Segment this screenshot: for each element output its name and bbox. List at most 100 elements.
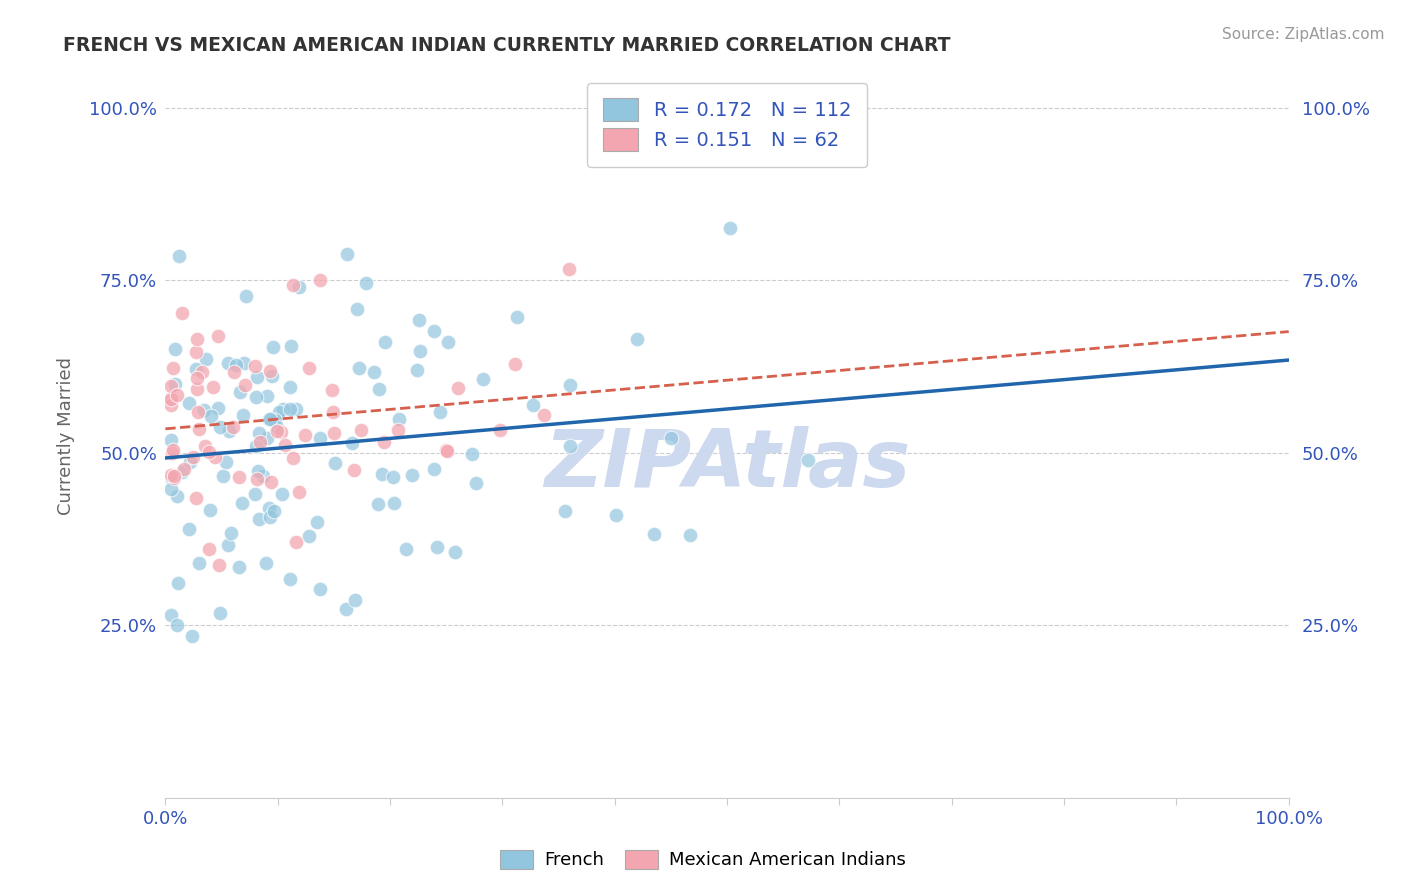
Point bbox=[245, 390, 267, 404]
Point bbox=[373, 434, 395, 449]
Point bbox=[288, 280, 311, 294]
Point bbox=[368, 382, 391, 396]
Point bbox=[505, 310, 527, 324]
Point bbox=[222, 420, 245, 434]
Point bbox=[322, 405, 344, 419]
Point bbox=[266, 420, 288, 434]
Point bbox=[191, 365, 214, 379]
Point bbox=[232, 409, 254, 423]
Point bbox=[256, 431, 278, 445]
Point bbox=[167, 249, 190, 263]
Text: ZIPAtlas: ZIPAtlas bbox=[544, 425, 910, 504]
Point bbox=[472, 372, 495, 386]
Point bbox=[179, 455, 201, 469]
Point bbox=[395, 541, 418, 556]
Point bbox=[343, 592, 366, 607]
Point bbox=[160, 608, 183, 623]
Point bbox=[225, 358, 247, 372]
Point bbox=[323, 456, 346, 470]
Point bbox=[260, 475, 283, 489]
Point bbox=[211, 469, 233, 483]
Point bbox=[340, 435, 363, 450]
Point bbox=[444, 544, 467, 558]
Point bbox=[464, 476, 486, 491]
Point bbox=[533, 409, 555, 423]
Point bbox=[283, 451, 305, 466]
Point bbox=[181, 450, 204, 464]
Point bbox=[429, 405, 451, 419]
Point bbox=[447, 381, 470, 395]
Point bbox=[278, 401, 301, 416]
Point bbox=[423, 324, 446, 338]
Point bbox=[235, 289, 257, 303]
Point bbox=[263, 504, 285, 518]
Point bbox=[202, 380, 225, 394]
Point bbox=[269, 405, 291, 419]
Point bbox=[436, 443, 458, 458]
Point bbox=[214, 455, 236, 469]
Y-axis label: Currently Married: Currently Married bbox=[58, 357, 75, 515]
Point bbox=[167, 576, 190, 591]
Point bbox=[249, 426, 271, 441]
Point bbox=[172, 306, 194, 320]
Point bbox=[254, 556, 277, 570]
Point bbox=[207, 401, 229, 416]
Point bbox=[259, 411, 281, 425]
Point bbox=[228, 560, 250, 574]
Point bbox=[256, 389, 278, 403]
Point bbox=[679, 528, 702, 542]
Point bbox=[374, 335, 396, 350]
Point bbox=[278, 379, 301, 393]
Point bbox=[388, 412, 411, 426]
Point bbox=[231, 496, 253, 510]
Point bbox=[252, 469, 274, 483]
Point bbox=[436, 334, 458, 349]
Point bbox=[405, 363, 427, 377]
Point bbox=[274, 438, 297, 452]
Point bbox=[160, 467, 183, 482]
Point bbox=[218, 425, 240, 439]
Point bbox=[309, 431, 332, 445]
Point bbox=[194, 352, 217, 367]
Point bbox=[278, 572, 301, 586]
Point bbox=[343, 463, 366, 477]
Point bbox=[207, 328, 229, 343]
Point bbox=[382, 470, 405, 484]
Point bbox=[181, 629, 204, 643]
Point bbox=[382, 496, 405, 510]
Point bbox=[554, 504, 576, 518]
Point bbox=[160, 434, 183, 448]
Point bbox=[298, 529, 321, 543]
Point bbox=[208, 606, 231, 620]
Point bbox=[558, 439, 581, 453]
Point bbox=[659, 431, 682, 445]
Point bbox=[280, 339, 302, 353]
Point bbox=[434, 443, 457, 458]
Point bbox=[208, 558, 231, 573]
Legend: French, Mexican American Indians: French, Mexican American Indians bbox=[492, 841, 914, 879]
Point bbox=[208, 419, 231, 434]
Point bbox=[797, 453, 820, 467]
Point bbox=[323, 425, 346, 440]
Point bbox=[198, 502, 221, 516]
Point bbox=[718, 221, 741, 235]
Point bbox=[605, 508, 627, 522]
Point bbox=[184, 344, 207, 359]
Point bbox=[197, 542, 219, 557]
Legend: R = 0.172   N = 112, R = 0.151   N = 62: R = 0.172 N = 112, R = 0.151 N = 62 bbox=[588, 83, 866, 167]
Point bbox=[166, 388, 188, 402]
Point bbox=[367, 497, 389, 511]
Point bbox=[558, 262, 581, 277]
Point bbox=[371, 467, 394, 482]
Point bbox=[409, 344, 432, 359]
Point bbox=[245, 439, 267, 453]
Point bbox=[204, 450, 226, 464]
Point bbox=[294, 428, 316, 442]
Point bbox=[346, 302, 368, 317]
Point bbox=[284, 402, 307, 417]
Point bbox=[232, 356, 254, 370]
Point bbox=[194, 439, 217, 453]
Point bbox=[560, 377, 582, 392]
Point bbox=[335, 247, 357, 261]
Point bbox=[321, 383, 343, 397]
